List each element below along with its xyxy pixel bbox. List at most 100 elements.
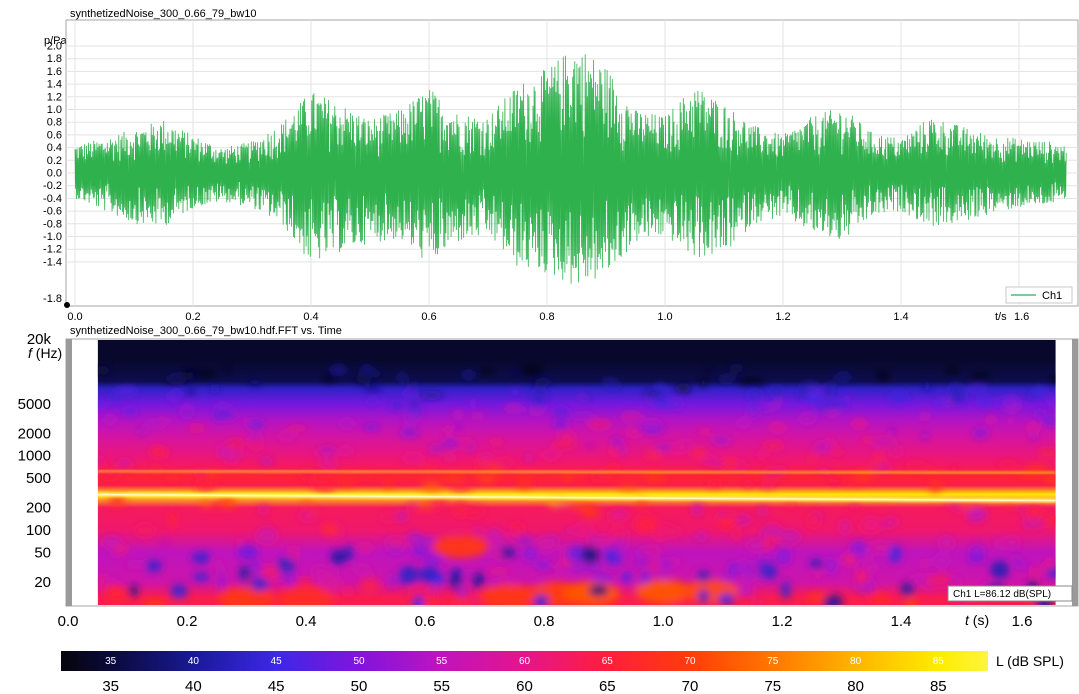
spectrogram-texture-blob bbox=[259, 457, 274, 465]
colorbar-outer-tick-label: 60 bbox=[516, 678, 533, 694]
spectrogram-texture-blob bbox=[486, 569, 511, 574]
spectrogram-texture-blob bbox=[468, 413, 488, 418]
spectrogram-dark-blob bbox=[780, 581, 791, 599]
spectrogram-texture-blob bbox=[297, 511, 317, 521]
spectrogram-texture-blob bbox=[839, 519, 851, 535]
spectrogram-texture-blob bbox=[637, 498, 647, 508]
spectrogram-dark-blob bbox=[431, 571, 445, 587]
spectrogram-y-tick-label: 20 bbox=[34, 574, 51, 591]
spectrogram-hotspot bbox=[432, 534, 489, 559]
spectrogram-texture-blob bbox=[168, 374, 183, 380]
spectrogram-texture-blob bbox=[339, 418, 355, 429]
spectrogram-texture-blob bbox=[212, 411, 228, 420]
waveform-series-ch1 bbox=[74, 54, 1067, 284]
spectrogram-texture-blob bbox=[1004, 419, 1018, 424]
spectrogram-texture-blob bbox=[747, 391, 763, 398]
spectrogram-texture-blob bbox=[967, 554, 987, 563]
spectrogram-texture-blob bbox=[876, 370, 890, 381]
waveform-y-tick-label: 1.2 bbox=[47, 91, 62, 103]
colorbar-outer-tick-label: 85 bbox=[930, 678, 947, 694]
spectrogram-dark-blob bbox=[412, 594, 424, 605]
spectrogram-texture-blob bbox=[755, 558, 765, 566]
spectrogram-texture-blob bbox=[390, 403, 404, 409]
spectrogram-texture-blob bbox=[648, 394, 669, 401]
spectrogram-texture-blob bbox=[441, 456, 459, 461]
spectrogram-texture-blob bbox=[882, 517, 899, 527]
spectrogram-texture-blob bbox=[871, 463, 893, 472]
spectrogram-texture-blob bbox=[948, 467, 959, 472]
spectrogram-texture-blob bbox=[386, 547, 404, 553]
waveform-x-tick-label: 1.4 bbox=[893, 311, 908, 323]
spectrogram-dark-blob bbox=[621, 572, 633, 583]
spectrogram-texture-blob bbox=[523, 546, 538, 562]
spectrogram-texture-blob bbox=[406, 409, 424, 415]
spectrogram-texture-blob bbox=[124, 561, 146, 568]
waveform-y-tick-label: 1.6 bbox=[47, 66, 62, 78]
spectrogram-x-ticks: 0.0 0.2 0.4 0.6 0.8 1.0 1.2 1.4 1.6 bbox=[58, 613, 1033, 630]
spectrogram-texture-blob bbox=[488, 438, 504, 446]
spectrogram-texture-blob bbox=[454, 423, 463, 430]
spectrogram-texture-blob bbox=[473, 525, 484, 536]
spectrogram-texture-blob bbox=[529, 397, 548, 404]
spectrogram-texture-blob bbox=[285, 568, 296, 587]
spectrogram-texture-blob bbox=[950, 576, 962, 587]
spectrogram-texture-blob bbox=[582, 396, 591, 401]
spectrogram-texture-blob bbox=[582, 561, 604, 572]
waveform-y-tick-label: 0.6 bbox=[47, 129, 62, 141]
spectrogram-texture-blob bbox=[733, 528, 740, 542]
spectrogram-texture-blob bbox=[336, 476, 357, 487]
spectrogram-texture-blob bbox=[530, 379, 549, 385]
spectrogram-texture-blob bbox=[812, 442, 833, 452]
spectrogram-x-tick-label: 1.6 bbox=[1012, 613, 1033, 630]
waveform-y-tick-label: 0.8 bbox=[47, 117, 62, 129]
spectrogram-texture-blob bbox=[565, 546, 587, 562]
spectrogram-texture-blob bbox=[850, 540, 868, 557]
spectrogram-texture-blob bbox=[645, 451, 662, 458]
colorbar-outer-tick-label: 65 bbox=[599, 678, 616, 694]
spectrogram-texture-blob bbox=[115, 459, 133, 467]
waveform-x-tick-label: 0.4 bbox=[303, 311, 318, 323]
spectrogram-texture-blob bbox=[289, 544, 299, 562]
spectrogram-texture-blob bbox=[642, 419, 661, 426]
spectrogram-texture-blob bbox=[653, 425, 666, 431]
spectrogram-texture-blob bbox=[554, 503, 571, 509]
spectrogram-dark-blob bbox=[990, 560, 1010, 579]
spectrogram-texture-blob bbox=[731, 514, 753, 525]
spectrogram-texture-blob bbox=[1050, 376, 1056, 384]
spectrogram-texture-blob bbox=[1049, 399, 1056, 408]
spectrogram-texture-blob bbox=[479, 453, 494, 463]
spectrogram-texture-blob bbox=[442, 438, 459, 449]
colorbar-inner-ticks: 35 40 45 50 55 60 65 70 75 80 85 bbox=[105, 656, 944, 667]
spectrogram-texture-blob bbox=[569, 562, 586, 574]
spectrogram-texture-blob bbox=[1045, 476, 1056, 482]
spectrogram-dark-blob bbox=[718, 593, 735, 605]
waveform-y-tick-label: -1.0 bbox=[43, 231, 62, 243]
spectrogram-texture-blob bbox=[571, 524, 595, 535]
spectrogram-texture-blob bbox=[201, 499, 210, 508]
spectrogram-texture-blob bbox=[696, 429, 713, 435]
waveform-y-tick-label: 1.8 bbox=[47, 53, 62, 65]
spectrogram-texture-blob bbox=[421, 483, 443, 492]
spectrogram-dark-blob bbox=[696, 569, 711, 583]
spectrogram-texture-blob bbox=[510, 370, 521, 376]
spectrogram-texture-blob bbox=[323, 373, 336, 382]
colorbar-inner-tick-label: 85 bbox=[933, 656, 945, 667]
spectrogram-texture-blob bbox=[400, 416, 421, 422]
spectrogram-texture-blob bbox=[851, 419, 868, 429]
spectrogram-texture-blob bbox=[195, 482, 217, 491]
spectrogram-texture-blob bbox=[601, 379, 615, 385]
spectrogram-texture-blob bbox=[471, 595, 479, 605]
colorbar-outer-tick-label: 75 bbox=[764, 678, 781, 694]
spectrogram-texture-blob bbox=[517, 479, 532, 489]
spectrogram-texture-blob bbox=[236, 536, 243, 544]
spectrogram-texture-blob bbox=[399, 428, 420, 437]
colorbar-outer-tick-label: 35 bbox=[102, 678, 119, 694]
spectrogram-texture-blob bbox=[425, 583, 442, 596]
annotation-box bbox=[947, 585, 1073, 602]
spectrogram-texture-blob bbox=[762, 558, 775, 563]
spectrogram-dark-blob bbox=[128, 585, 139, 597]
spectrogram-texture-blob bbox=[550, 534, 559, 540]
waveform-y-tick-label: -0.8 bbox=[43, 218, 62, 230]
spectrogram-texture-blob bbox=[503, 404, 525, 413]
